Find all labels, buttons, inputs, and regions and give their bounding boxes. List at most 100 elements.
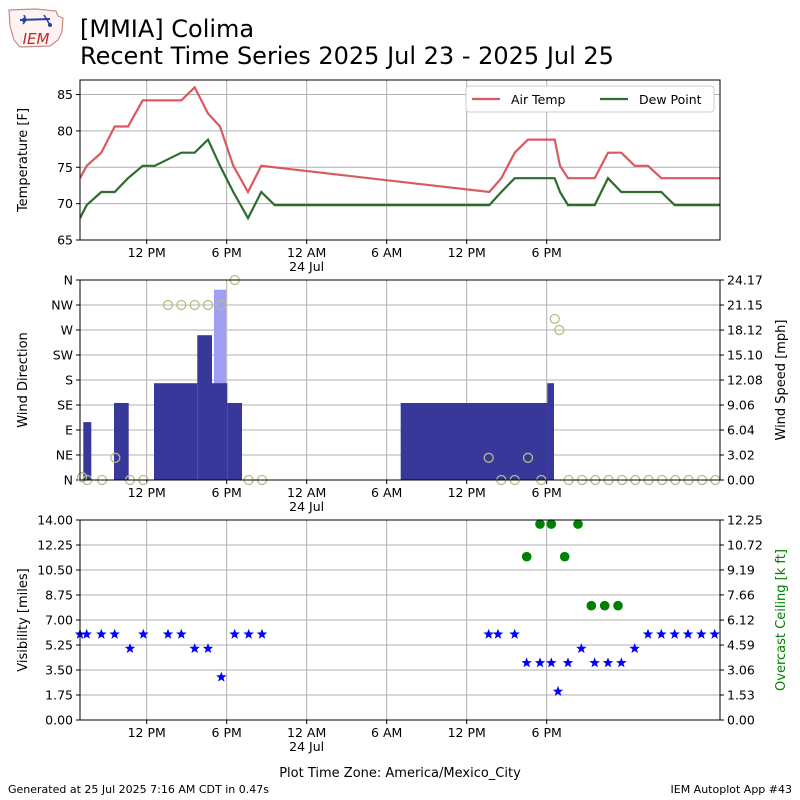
ceiling-point	[586, 600, 597, 611]
visibility-point	[616, 657, 627, 668]
ceiling-point	[573, 519, 583, 529]
autoplot-app-note: IEM Autoplot App #43	[670, 783, 793, 796]
y2-axis-label: Wind Speed [mph]	[774, 320, 789, 441]
x-tick-label: 6 AM	[371, 245, 402, 260]
visibility-point	[243, 628, 254, 639]
y-tick-label: N	[64, 473, 73, 488]
chart-title-range: Recent Time Series 2025 Jul 23 - 2025 Ju…	[80, 42, 614, 70]
ceiling-point	[599, 600, 610, 611]
y-tick-label: NE	[56, 448, 73, 463]
y2-tick-label: 0.00	[727, 473, 755, 488]
y-tick-label: N	[64, 273, 73, 288]
y2-tick-label: 0.00	[727, 713, 755, 728]
visibility-point	[696, 628, 707, 639]
plot-frame	[79, 279, 721, 481]
wind-speed-bar	[227, 403, 242, 480]
y2-tick-label: 7.66	[727, 587, 755, 602]
wind-speed-bar	[212, 383, 228, 480]
y-tick-label: 8.75	[45, 588, 73, 603]
plot-frame	[79, 79, 721, 241]
y-tick-label: 5.25	[45, 638, 73, 653]
x-tick-label: 6 AM	[371, 725, 402, 740]
y-tick-label: SW	[53, 348, 73, 363]
plot-frame	[79, 519, 721, 721]
wind-direction-point	[110, 452, 121, 463]
y2-tick-label: 12.25	[727, 513, 763, 528]
ceiling-point	[521, 551, 532, 562]
y2-tick-label: 6.04	[727, 423, 755, 438]
ceiling-point	[613, 600, 623, 611]
visibility-point	[552, 685, 564, 696]
y-tick-label: 10.50	[37, 563, 73, 578]
x-tick-label: 6 AM	[371, 485, 402, 500]
x-tick-label: 12 AM	[287, 485, 326, 500]
y2-tick-label: 4.59	[727, 638, 755, 653]
visibility-point	[162, 628, 174, 639]
visibility-point	[492, 628, 504, 639]
visibility-point	[534, 657, 546, 668]
generated-note: Generated at 25 Jul 2025 7:16 AM CDT in …	[8, 783, 269, 796]
ceiling-point	[535, 519, 545, 529]
visibility-point	[202, 643, 214, 653]
x-tick-label: 6 PM	[532, 725, 562, 740]
visibility-point	[81, 628, 92, 639]
y2-tick-label: 10.72	[727, 537, 763, 552]
visibility-point	[709, 628, 720, 639]
x-tick-label: 12 AM	[287, 245, 326, 260]
wind-direction-point	[76, 472, 88, 483]
y2-tick-label: 3.06	[727, 663, 755, 678]
visibility-point	[124, 643, 136, 653]
y-axis-label: Wind Direction	[16, 332, 31, 428]
visibility-point	[483, 628, 494, 639]
x-tick-label: 6 PM	[212, 485, 242, 500]
visibility-point	[589, 657, 600, 668]
y-tick-label: 7.00	[45, 613, 73, 628]
wind-direction-point	[176, 299, 187, 311]
y2-axis-label: Overcast Ceiling [k ft]	[774, 549, 789, 691]
visibility-point	[656, 628, 667, 639]
visibility-point	[629, 643, 640, 653]
visibility-point	[576, 643, 587, 653]
visibility-point	[509, 628, 520, 639]
wind-direction-point	[522, 452, 534, 463]
x-tick-label: 6 PM	[532, 485, 562, 500]
ceiling-point	[559, 551, 570, 562]
x-tick-label: 12 PM	[448, 725, 486, 740]
wind-speed-bar	[197, 335, 212, 480]
x-tick-label: 6 PM	[212, 725, 242, 740]
chart-title-station: [MMIA] Colima	[80, 15, 255, 43]
wind-speed-bar	[83, 422, 92, 480]
visibility-point	[602, 657, 614, 668]
ceiling-points	[521, 519, 623, 611]
y-axis-label: Temperature [F]	[16, 108, 31, 213]
visibility-point	[546, 657, 557, 668]
y2-tick-label: 3.02	[727, 448, 755, 463]
y-tick-label: 1.75	[45, 688, 73, 703]
x-date-label: 24 Jul	[289, 259, 324, 274]
x-axis-label: Plot Time Zone: America/Mexico_City	[279, 766, 521, 781]
legend-dew-point-label: Dew Point	[639, 92, 702, 107]
y2-tick-label: 9.06	[727, 398, 755, 413]
wind-direction-point	[189, 299, 200, 311]
y-tick-label: 3.50	[45, 663, 73, 678]
x-date-label: 24 Jul	[289, 499, 324, 514]
y2-tick-label: 6.12	[727, 613, 755, 628]
visibility-points	[74, 628, 720, 696]
x-tick-label: 6 PM	[212, 245, 242, 260]
wind-speed-bar	[114, 403, 129, 480]
wind-direction-point	[162, 299, 174, 311]
y2-tick-label: 21.15	[727, 297, 763, 312]
y-tick-label: 85	[57, 87, 73, 102]
y-tick-label: E	[65, 423, 73, 438]
y-tick-label: W	[61, 323, 73, 338]
visibility-point	[256, 628, 268, 639]
y-tick-label: SE	[57, 398, 73, 413]
wind-speed-bar	[154, 383, 198, 480]
x-tick-label: 6 PM	[532, 245, 562, 260]
iem-logo: IEM	[8, 8, 64, 48]
air-temp-line	[80, 85, 720, 195]
y-tick-label: NW	[51, 298, 73, 313]
dew-point-line	[80, 137, 720, 221]
y-tick-label: 75	[57, 160, 73, 175]
wind-direction-point	[216, 299, 227, 311]
